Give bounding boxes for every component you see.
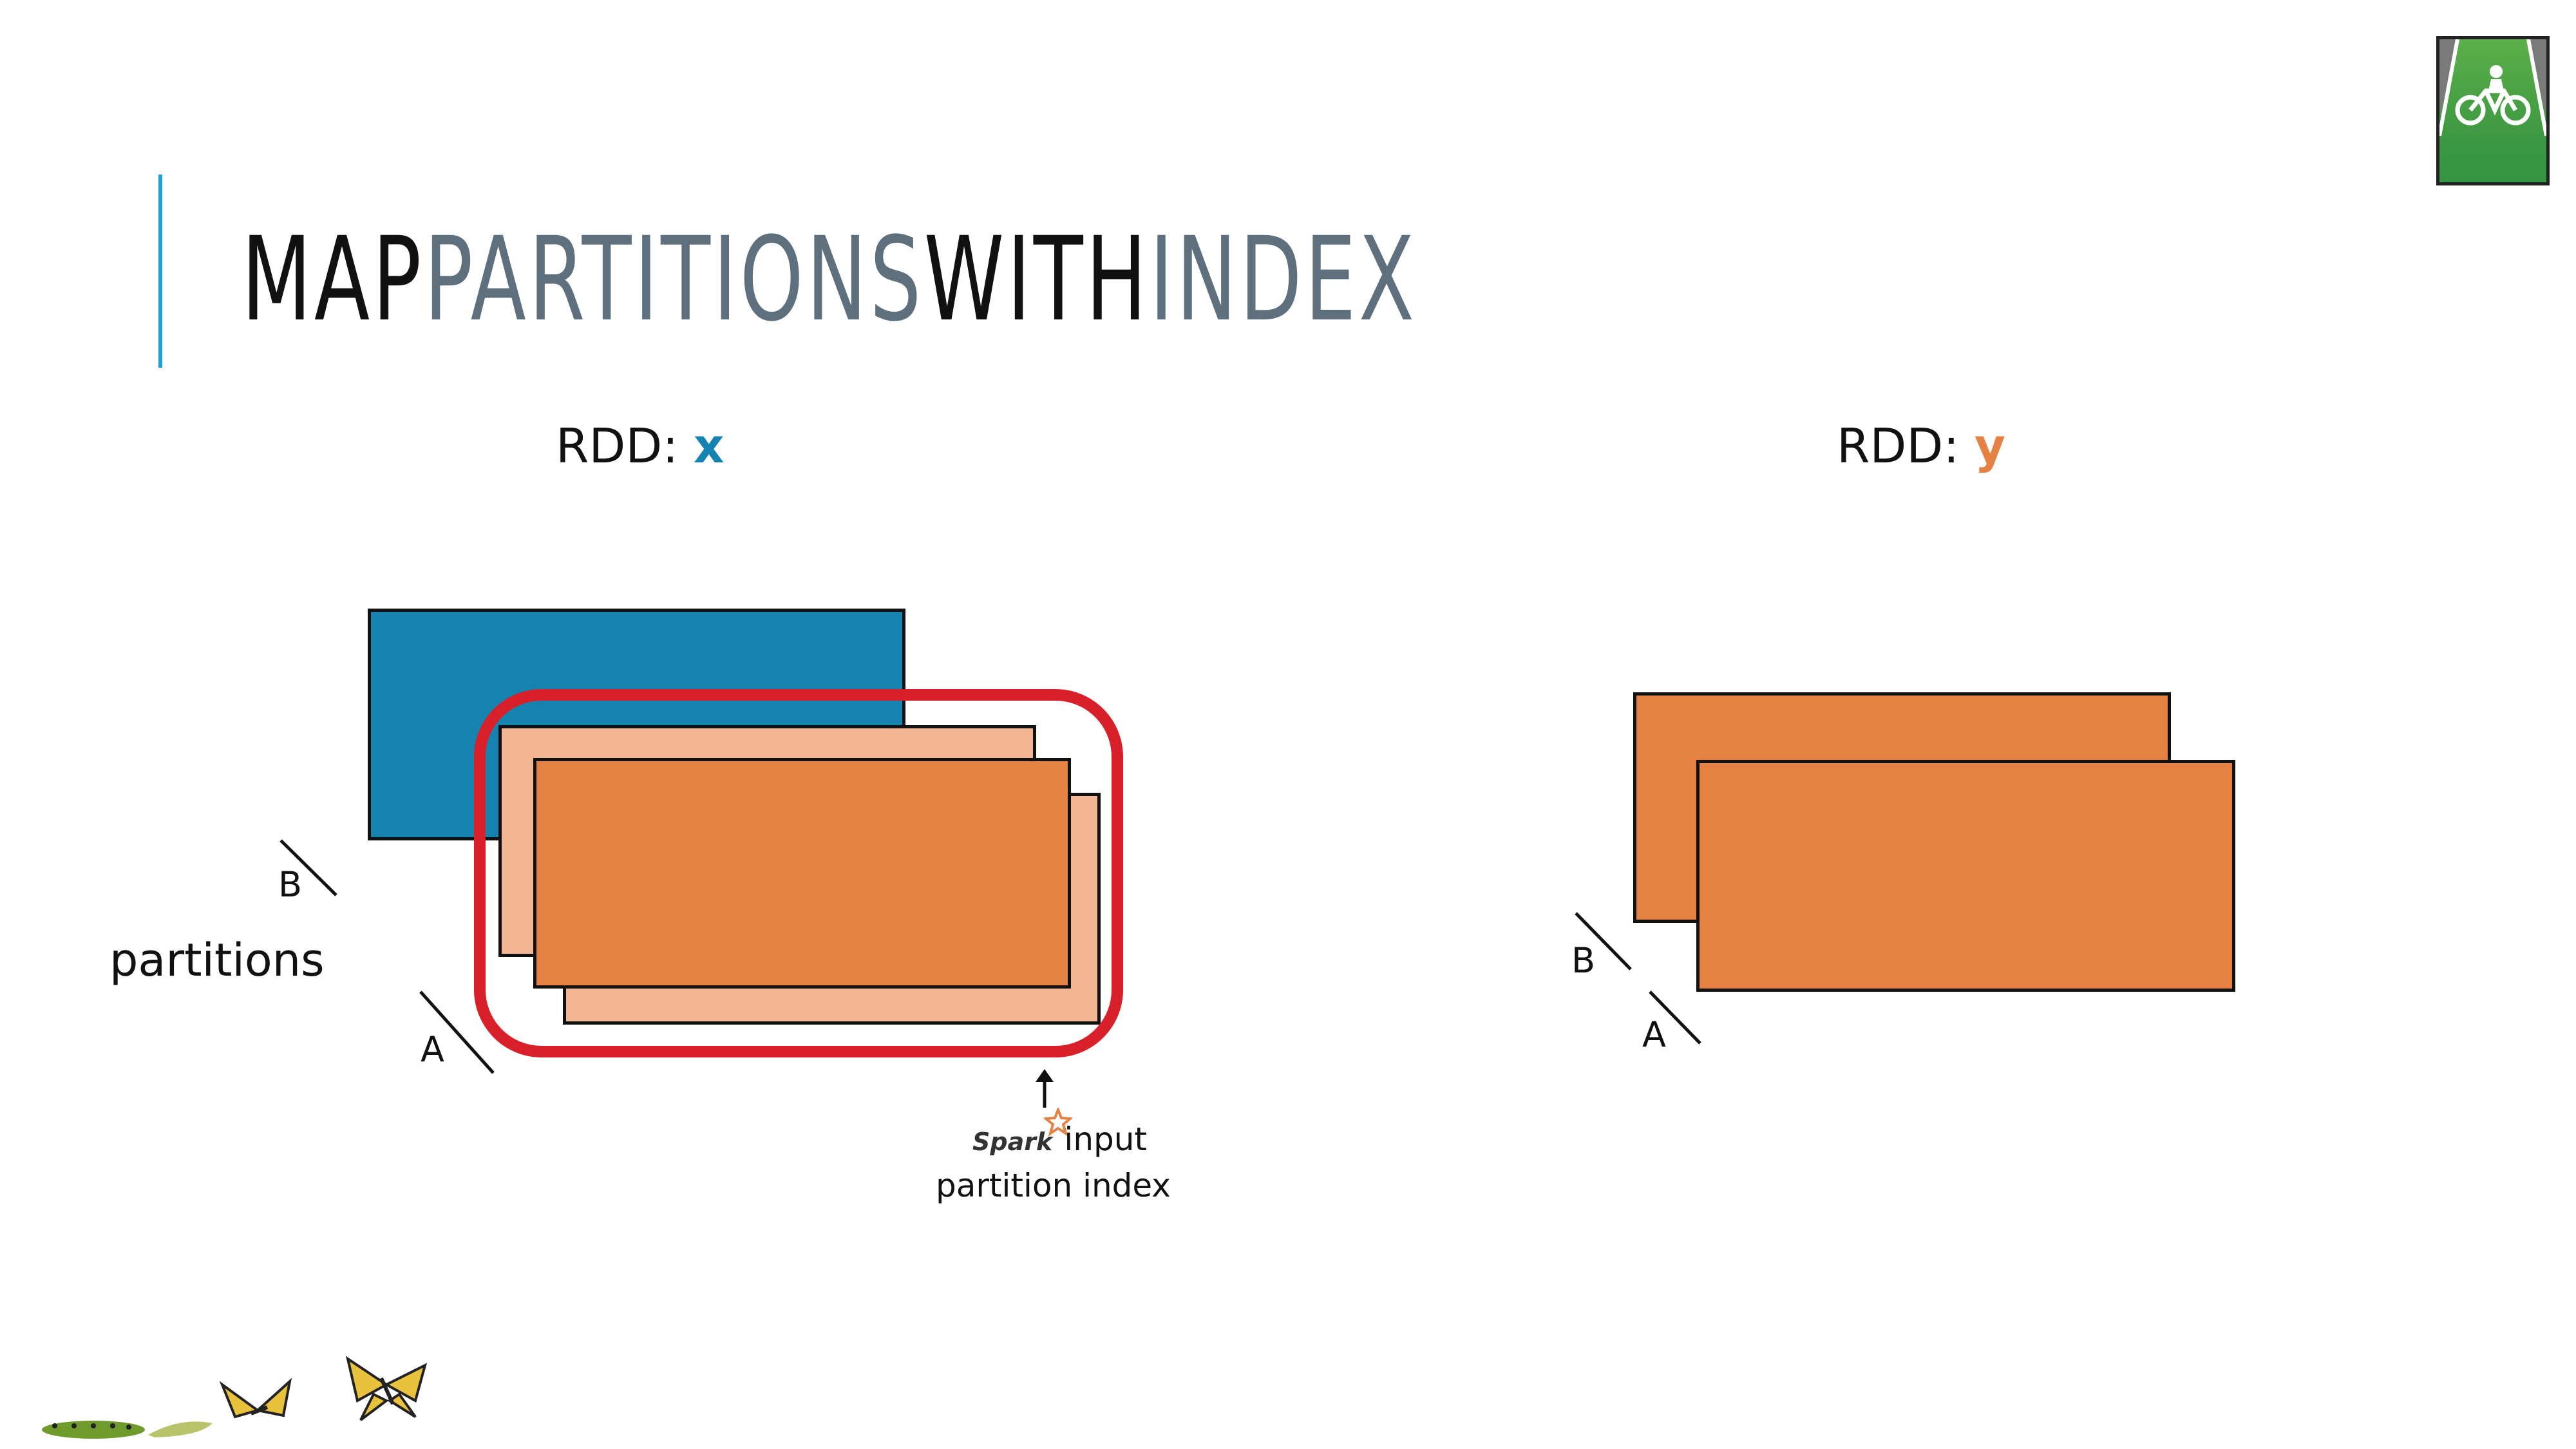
title-part-index: INDEX xyxy=(1149,213,1417,347)
rdd-y-label-a: A xyxy=(1642,1014,1666,1055)
rdd-x-label-a: A xyxy=(421,1029,444,1070)
partition-highlight xyxy=(474,689,1123,1057)
output-partition xyxy=(533,758,1071,989)
rdd-x-marker-a xyxy=(419,990,495,1074)
rdd-y-marker-a xyxy=(1649,990,1701,1045)
rdd-y-name: y xyxy=(1974,419,2006,474)
rdd-x-label-b: B xyxy=(278,864,303,905)
rdd-y-marker-b xyxy=(1575,912,1632,971)
partitions-label: partitions xyxy=(109,934,325,987)
arrow-head xyxy=(1036,1069,1054,1082)
title-part-map: MAP xyxy=(242,213,424,347)
spark-logo-text: Spark xyxy=(972,1128,1053,1156)
title-accent-bar xyxy=(158,175,162,368)
bike-lane-logo-icon xyxy=(2436,36,2550,185)
spark-input-annotation: Spark input xyxy=(972,1106,1170,1158)
title-part-partitions: PARTITIONS xyxy=(424,213,924,347)
partition-index-caption: partition index xyxy=(936,1167,1171,1204)
rdd-y-prefix: RDD: xyxy=(1837,419,1975,474)
slide-title: MAPPARTITIONSWITHINDEX xyxy=(242,209,1417,351)
rdd-x-marker-b xyxy=(279,839,337,896)
rdd-y-label: RDD: y xyxy=(1837,419,2005,474)
rdd-y-partition-a xyxy=(1696,760,2235,992)
rdd-x-name: x xyxy=(693,419,724,474)
rdd-y-label-b: B xyxy=(1571,940,1596,981)
rdd-x-prefix: RDD: xyxy=(556,419,694,474)
butterfly-metamorphosis-icon xyxy=(42,1356,428,1439)
spark-star-icon xyxy=(1043,1106,1074,1137)
input-label: input xyxy=(1064,1121,1148,1158)
rdd-x-label: RDD: x xyxy=(556,419,724,474)
title-part-with: WITH xyxy=(923,213,1150,347)
